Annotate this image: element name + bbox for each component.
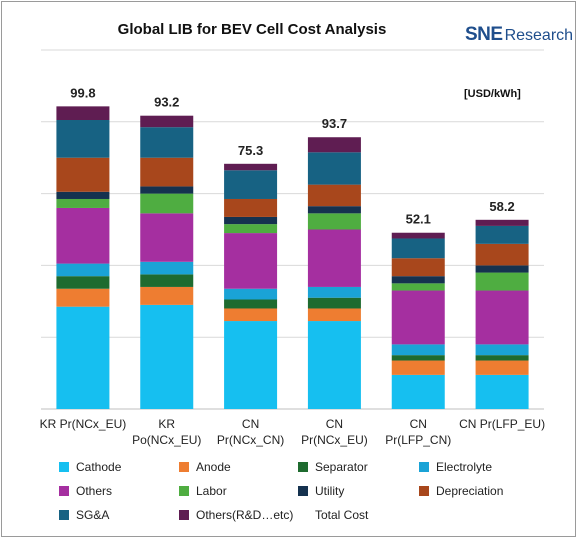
bar-segment xyxy=(140,127,194,158)
bar-segment xyxy=(56,276,110,289)
bar-segment xyxy=(224,170,278,199)
bar-segment xyxy=(307,206,361,214)
bar-segment xyxy=(56,157,110,192)
bar-segment xyxy=(307,213,361,230)
total-cost-label: 75.3 xyxy=(238,143,263,158)
bar-segment xyxy=(56,198,110,208)
bar-segment xyxy=(224,288,278,300)
bar-segment xyxy=(475,290,529,345)
bar-segment xyxy=(307,297,361,309)
bar-segment xyxy=(140,286,194,305)
bar-segment xyxy=(140,115,194,128)
category-label: CN xyxy=(410,417,427,431)
bar-segment xyxy=(307,321,361,409)
total-cost-label: 52.1 xyxy=(406,212,431,227)
bar-segment xyxy=(475,243,529,266)
bar-segment xyxy=(56,207,110,264)
total-cost-label: 99.8 xyxy=(70,85,95,100)
bar-segment xyxy=(391,283,445,291)
bar-segment xyxy=(56,106,110,121)
bar-segment xyxy=(140,304,194,409)
logo-suffix-text: Research xyxy=(504,27,574,44)
category-label: Pr(NCx_CN) xyxy=(217,433,284,447)
bar-segment xyxy=(224,163,278,171)
logo-brand-text: SNE xyxy=(465,24,503,45)
category-label: CN Pr(LFP_EU) xyxy=(459,417,545,431)
bar-segment xyxy=(224,224,278,234)
bar-segment xyxy=(475,360,529,375)
bar-segment xyxy=(391,232,445,239)
bar-segment xyxy=(391,238,445,259)
bar-segment xyxy=(391,374,445,409)
bar-segment xyxy=(56,263,110,277)
bar-segment xyxy=(307,184,361,207)
bar-segment xyxy=(307,286,361,298)
chart-title: Global LIB for BEV Cell Cost Analysis xyxy=(117,21,387,38)
category-label: KR xyxy=(158,417,175,431)
bar-segment xyxy=(391,360,445,375)
unit-label: [USD/kWh] xyxy=(464,88,521,100)
bar-segment xyxy=(140,157,194,187)
total-cost-label: 93.2 xyxy=(154,95,179,110)
sne-research-logo: SNE Research xyxy=(465,24,573,48)
bar-segment xyxy=(307,308,361,322)
bar-segment xyxy=(475,272,529,291)
bar-segment xyxy=(391,290,445,345)
category-label: Pr(NCx_EU) xyxy=(301,433,368,447)
bar-segment xyxy=(224,299,278,309)
bar-segment xyxy=(140,193,194,214)
bar-segment xyxy=(307,152,361,185)
bar-segment xyxy=(140,186,194,194)
bar-segment xyxy=(56,191,110,199)
bar-segment xyxy=(475,344,529,356)
bar-segment xyxy=(56,288,110,307)
bar-segment xyxy=(475,219,529,226)
bar-segment xyxy=(391,276,445,284)
bar-segment xyxy=(307,137,361,153)
bar-segment xyxy=(307,229,361,287)
bar-segment xyxy=(224,308,278,322)
bar-segment xyxy=(391,344,445,356)
category-label: Pr(LFP_CN) xyxy=(385,433,451,447)
bar-segment xyxy=(475,374,529,409)
category-label: KR Pr(NCx_EU) xyxy=(40,417,127,431)
bar-segment xyxy=(140,213,194,262)
bar-segment xyxy=(224,233,278,289)
total-cost-label: 93.7 xyxy=(322,116,347,131)
category-label: CN xyxy=(326,417,343,431)
bar-segment xyxy=(224,321,278,409)
bar-segment xyxy=(224,216,278,225)
bar-segment xyxy=(391,355,445,361)
category-label: CN xyxy=(242,417,259,431)
bar-segment xyxy=(224,198,278,217)
bar-segment xyxy=(56,306,110,409)
category-label: Po(NCx_EU) xyxy=(132,433,201,447)
bar-segment xyxy=(140,261,194,275)
bar-segment xyxy=(140,274,194,287)
bar-segment xyxy=(391,258,445,277)
bar-segment xyxy=(475,265,529,273)
bar-segment xyxy=(475,355,529,361)
total-cost-label: 58.2 xyxy=(489,199,514,214)
bar-segment xyxy=(475,225,529,244)
bar-segment xyxy=(56,120,110,158)
